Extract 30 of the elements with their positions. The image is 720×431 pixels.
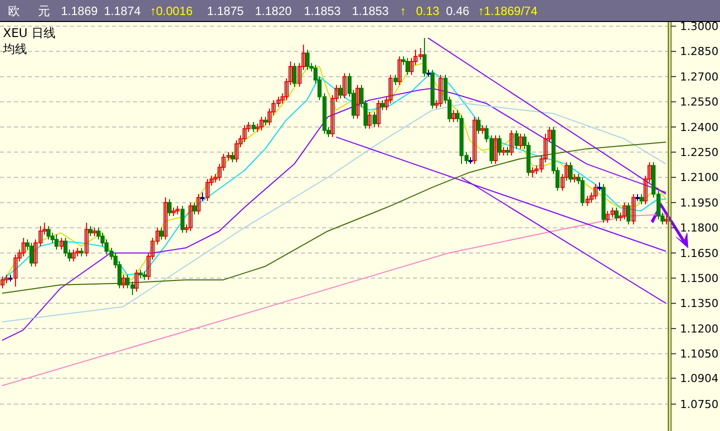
y-tick-label: 1.1200 bbox=[680, 322, 718, 336]
text: 0.13 bbox=[416, 4, 440, 18]
chart-title: 欧 元 bbox=[8, 4, 57, 18]
text: 1.1853 bbox=[304, 4, 342, 18]
y-tick-label: 1.1950 bbox=[680, 196, 718, 210]
text: 1.1853 bbox=[352, 4, 390, 18]
text: ↑ bbox=[400, 4, 406, 18]
text: 1.1874 bbox=[104, 4, 142, 18]
y-tick-label: 1.1350 bbox=[680, 297, 718, 310]
y-tick-label: 1.1500 bbox=[680, 272, 718, 285]
text: ↑1.1869/74 bbox=[478, 4, 538, 18]
text: 1.1875 bbox=[207, 4, 244, 18]
y-tick-label: 1.0750 bbox=[680, 398, 718, 411]
y-tick-label: 1.2100 bbox=[680, 171, 718, 184]
y-tick-label: 1.3000 bbox=[680, 20, 718, 34]
annotation: 均线 bbox=[2, 42, 27, 56]
text: 1.1869 bbox=[61, 4, 98, 18]
y-tick-label: 1.0904 bbox=[680, 372, 718, 386]
y-tick-label: 1.1050 bbox=[680, 348, 718, 361]
y-tick-label: 1.2550 bbox=[680, 96, 718, 109]
y-tick-label: 1.2850 bbox=[680, 45, 718, 58]
text: ↑0.0016 bbox=[150, 4, 194, 18]
y-tick-label: 1.1650 bbox=[680, 246, 718, 260]
y-tick-label: 1.2700 bbox=[680, 70, 718, 84]
y-tick-label: 1.1800 bbox=[680, 222, 718, 235]
y-tick-label: 1.2250 bbox=[680, 146, 718, 160]
text: 1.1820 bbox=[255, 4, 292, 18]
text: 0.46 bbox=[446, 4, 470, 18]
chart-subtitle: XEU 日线 bbox=[3, 26, 56, 40]
y-tick-label: 1.2400 bbox=[680, 120, 718, 134]
